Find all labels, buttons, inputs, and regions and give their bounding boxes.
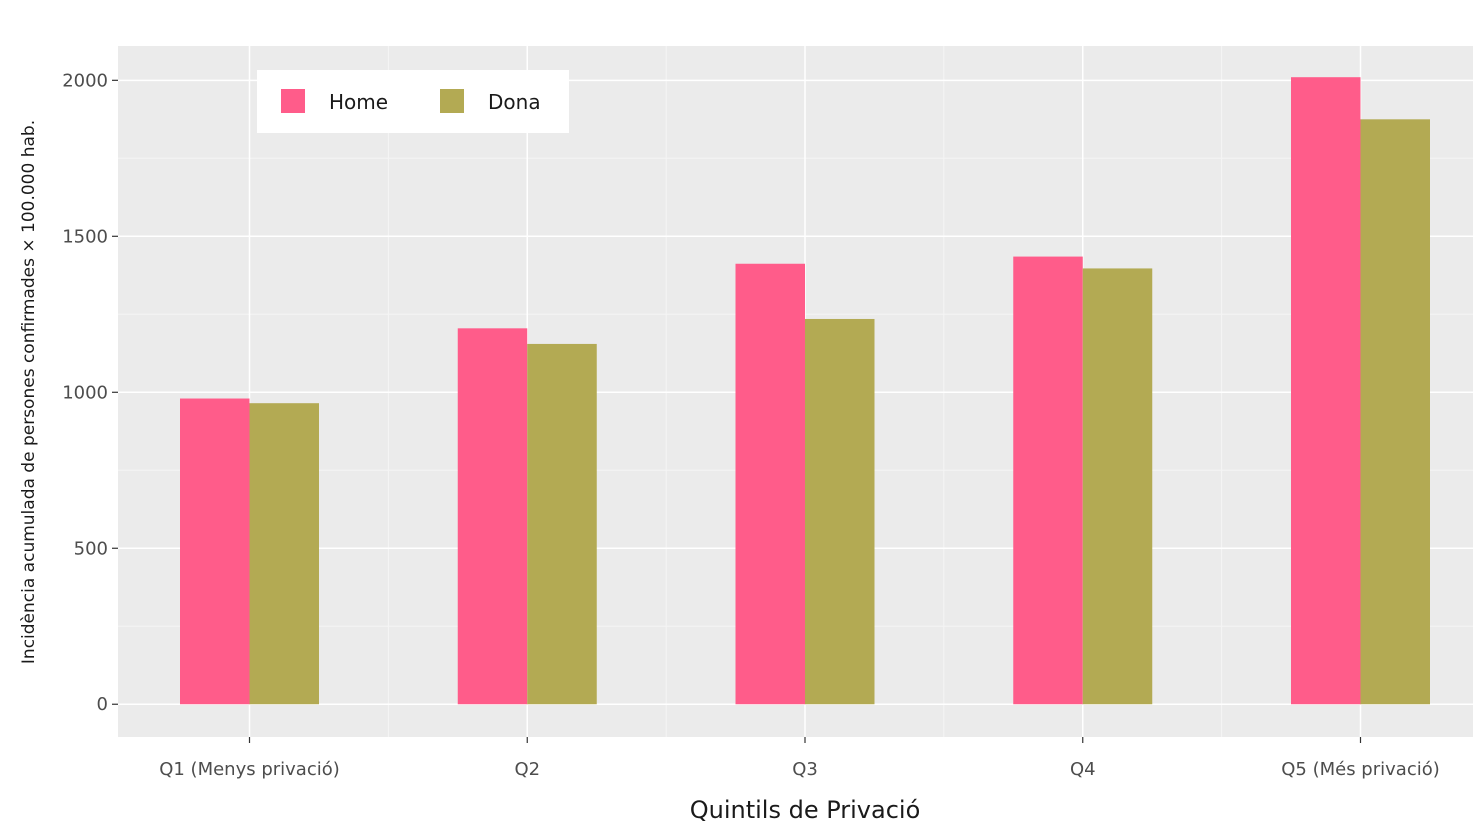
y-tick-label: 1000 [62, 382, 108, 403]
legend-background [257, 70, 569, 133]
bar-dona-1 [249, 403, 319, 705]
x-tick-label: Q3 [792, 759, 818, 780]
x-tick-label: Q1 (Menys privació) [159, 759, 340, 780]
bar-home-1 [180, 398, 250, 705]
bar-home-4 [1013, 256, 1083, 705]
x-tick-label: Q5 (Més privació) [1281, 759, 1440, 780]
x-axis: Q1 (Menys privació) Q2 Q3 Q4 Q5 (Més privaci… [159, 737, 1440, 780]
bar-home-3 [735, 263, 805, 705]
legend-key-dona [440, 89, 464, 113]
legend-label-home: Home [329, 90, 388, 114]
bar-dona-5 [1360, 119, 1430, 705]
y-tick-label: 1500 [62, 226, 108, 247]
bar-dona-4 [1082, 268, 1153, 705]
bar-dona-2 [527, 343, 597, 705]
x-axis-title: Quintils de Privació [690, 796, 921, 824]
y-tick-label: 0 [97, 694, 108, 715]
x-tick-label: Q4 [1070, 759, 1096, 780]
legend-key-home [281, 89, 305, 113]
y-axis: 0 500 1000 1500 2000 [62, 70, 118, 715]
y-tick-label: 2000 [62, 70, 108, 91]
legend-label-dona: Dona [488, 90, 541, 114]
x-tick-label: Q2 [514, 759, 540, 780]
bar-home-2 [457, 328, 528, 705]
legend: Home Dona [257, 70, 569, 133]
y-tick-label: 500 [74, 538, 108, 559]
y-axis-title: Incidència acumulada de persones confirm… [19, 120, 39, 664]
bar-dona-3 [805, 318, 875, 705]
bar-home-5 [1291, 77, 1361, 705]
bars [180, 77, 1430, 705]
